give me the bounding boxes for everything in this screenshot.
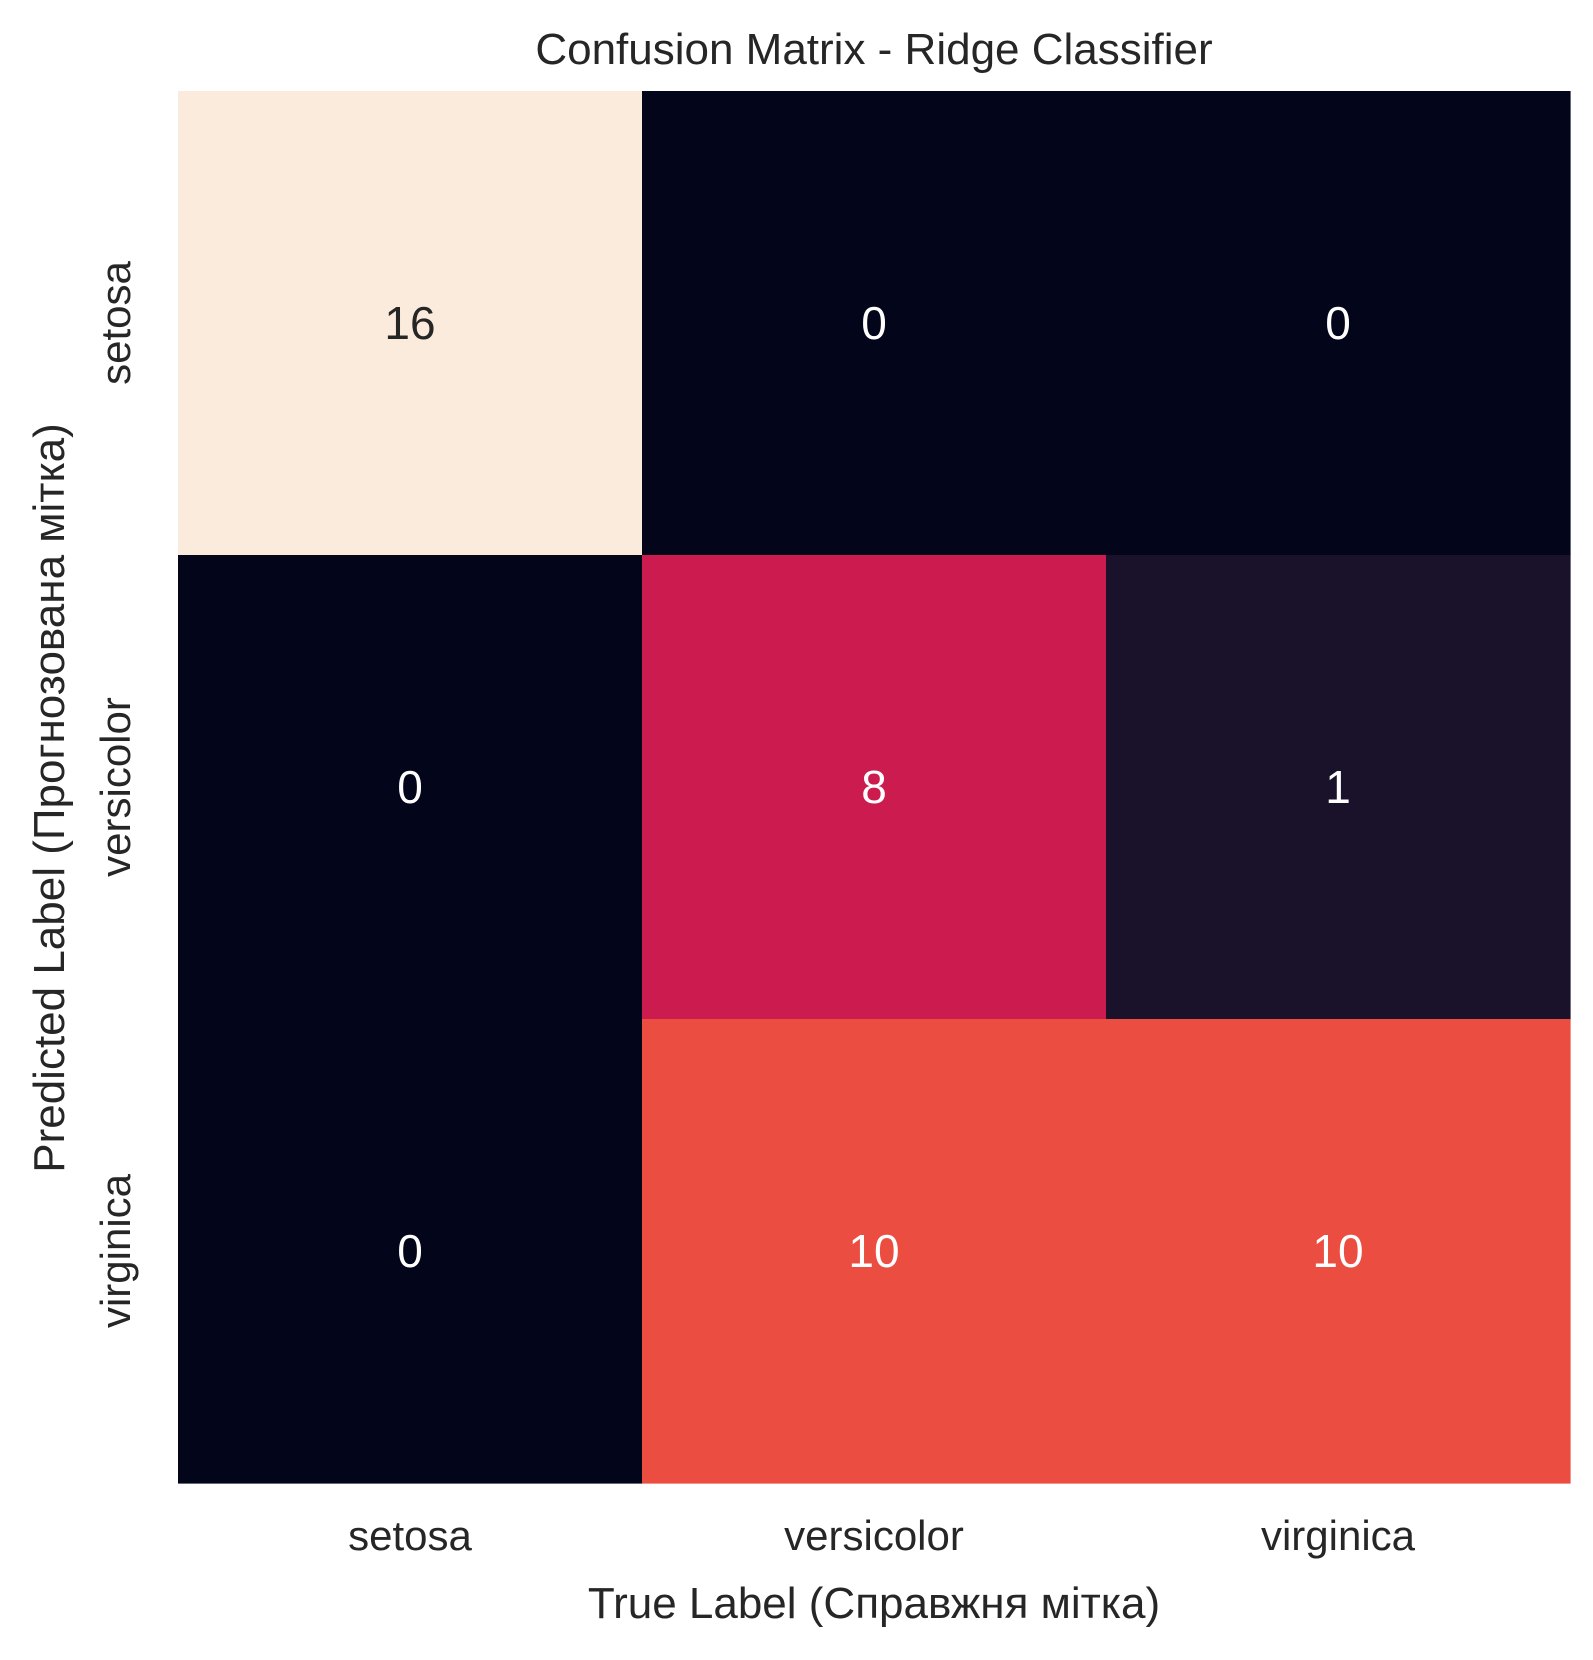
heatmap-cell-r0-c1 (642, 91, 1107, 556)
cell-annotation-r0-c1: 0 (861, 297, 887, 349)
x-tick-label-virginica: virginica (1261, 1512, 1416, 1559)
cell-annotation-r0-c0: 16 (384, 297, 435, 349)
chart-title: Confusion Matrix - Ridge Classifier (535, 25, 1212, 74)
y-tick-label-virginica: virginica (92, 1173, 139, 1328)
cell-annotations: 16 0 00 8 10 10 10 (384, 297, 1363, 1277)
heatmap-cell-r2-c2 (1106, 1019, 1571, 1484)
heatmap-cell-r2-c0 (178, 1019, 643, 1484)
x-tick-label-setosa: setosa (348, 1512, 472, 1559)
heatmap-cell-r0-c2 (1106, 91, 1571, 556)
heatmap-cell-r1-c2 (1106, 555, 1571, 1020)
heatmap-cell-r1-c1 (642, 555, 1107, 1020)
heatmap-cell-r1-c0 (178, 555, 643, 1020)
cell-annotation-r1-c2: 1 (1325, 761, 1351, 813)
cell-annotation-r2-c1: 10 (848, 1225, 899, 1277)
cell-annotation-r2-c2: 10 (1312, 1225, 1363, 1277)
heatmap-cell-r2-c1 (642, 1019, 1107, 1484)
cell-annotation-r0-c2: 0 (1325, 297, 1351, 349)
cell-annotation-r2-c0: 0 (397, 1225, 423, 1277)
x-axis-label: True Label (Справжня мітка) (588, 1579, 1160, 1628)
cell-annotation-r1-c1: 8 (861, 761, 887, 813)
heatmap-cells (178, 91, 1571, 1484)
y-axis-label: Predicted Label (Прогнозована мітка) (25, 423, 74, 1173)
y-tick-label-versicolor: versicolor (92, 697, 139, 877)
heatmap-cell-r0-c0 (178, 91, 643, 556)
x-tick-label-versicolor: versicolor (784, 1512, 964, 1559)
x-tick-labels: setosa versicolor virginica (348, 1512, 1416, 1559)
y-tick-labels: setosa versicolor virginica (92, 260, 139, 1328)
cell-annotation-r1-c0: 0 (397, 761, 423, 813)
y-tick-label-setosa: setosa (92, 260, 139, 384)
